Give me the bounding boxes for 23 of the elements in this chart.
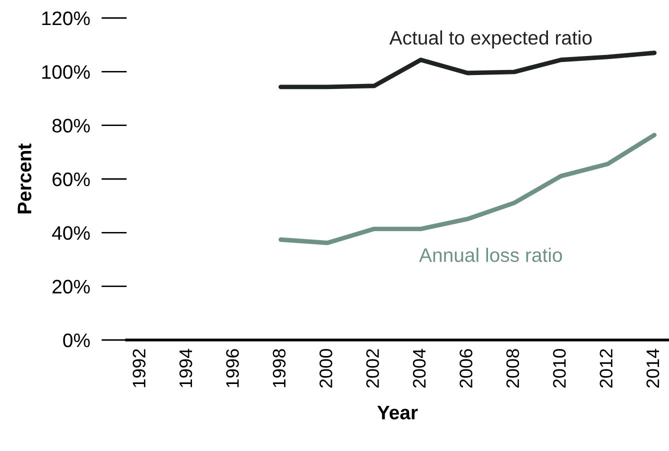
x-tick-label: 2004 <box>412 348 426 388</box>
y-tick-label: 40% <box>52 226 90 240</box>
x-tick-label: 2000 <box>320 349 332 388</box>
x-tick-label: 2002 <box>366 349 379 388</box>
x-tick-label: 1998 <box>272 349 286 388</box>
y-tick-label: 120% <box>42 11 90 26</box>
series-label: Actual to expected ratio <box>389 30 592 49</box>
x-axis-title: Year <box>377 406 418 420</box>
series-label: Annual loss ratio <box>419 248 562 262</box>
x-tick-label: 2008 <box>506 349 520 388</box>
x-tick-label: 1994 <box>179 348 192 388</box>
y-axis-title: Percent <box>18 144 32 214</box>
x-tick-label: 1992 <box>132 349 146 388</box>
y-tick-label: 60% <box>52 172 90 186</box>
y-tick-label: 80% <box>52 118 90 133</box>
y-tick-label: 0% <box>63 333 90 348</box>
x-tick-label: 1996 <box>226 349 239 388</box>
x-tick-label: 2010 <box>553 349 566 388</box>
y-tick-label: 100% <box>42 65 90 79</box>
y-tick-label: 20% <box>52 280 90 294</box>
x-tick-label: 2014 <box>646 348 660 388</box>
x-tick-label: 2006 <box>460 349 472 388</box>
x-tick-label: 2012 <box>600 349 613 388</box>
